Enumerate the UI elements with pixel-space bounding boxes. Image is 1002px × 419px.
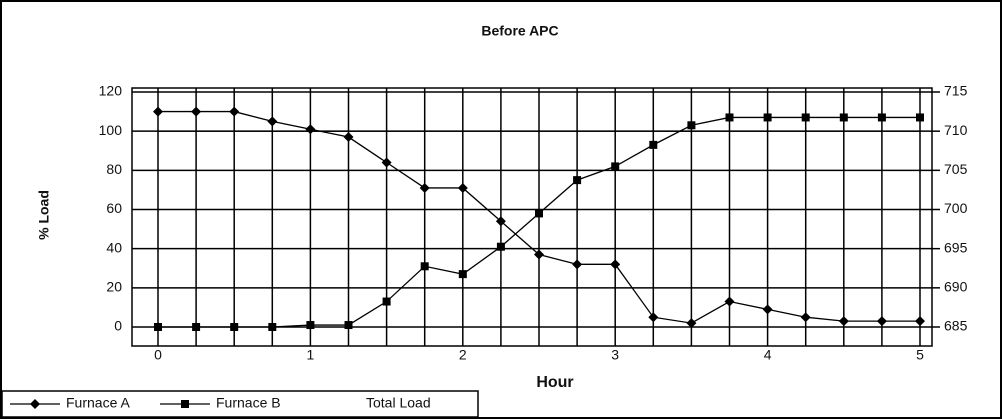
data-point [534, 249, 544, 260]
data-point [839, 113, 848, 122]
y-tick-label: 120 [99, 83, 123, 99]
data-point [763, 113, 772, 122]
data-point [535, 209, 543, 218]
y2-tick-label: 700 [944, 200, 968, 216]
data-point [381, 157, 392, 168]
legend-label: Furnace A [66, 395, 130, 411]
data-point [648, 312, 659, 323]
x-tick-label: 5 [916, 347, 924, 363]
x-tick-label: 4 [764, 347, 772, 363]
x-axis-label: Hour [536, 374, 573, 391]
y-axis-label: % Load [36, 190, 52, 240]
y2-tick-label: 685 [944, 318, 968, 334]
data-point [306, 321, 315, 330]
data-point [686, 318, 697, 329]
data-point [344, 321, 353, 330]
y-tick-label: 80 [106, 161, 122, 177]
legend-label: Total Load [366, 395, 431, 411]
data-point [267, 116, 278, 127]
data-point [154, 323, 162, 331]
data-point [649, 140, 658, 149]
x-tick-label: 0 [154, 347, 162, 363]
x-tick-label: 2 [459, 347, 467, 363]
data-point [725, 113, 734, 122]
y2-tick-label: 690 [944, 279, 968, 295]
data-point [192, 323, 201, 331]
data-point [458, 270, 467, 279]
data-point [801, 113, 810, 122]
data-point [762, 304, 773, 315]
data-point [495, 216, 506, 227]
chart-title: Before APC [481, 23, 558, 39]
x-tick-label: 1 [307, 347, 315, 363]
legend-marker [181, 400, 189, 408]
legend-label: Furnace B [216, 395, 281, 411]
data-point [573, 176, 582, 185]
legend-marker [30, 399, 40, 409]
data-point [191, 106, 202, 117]
data-point [838, 316, 849, 327]
y-tick-label: 60 [106, 200, 122, 216]
data-point [153, 106, 163, 117]
data-point [877, 113, 886, 122]
y2-tick-label: 705 [944, 161, 968, 177]
data-point [229, 106, 240, 117]
y-tick-label: 40 [106, 239, 122, 255]
data-point [382, 297, 391, 306]
y-tick-label: 20 [106, 279, 122, 295]
data-point [916, 113, 924, 122]
data-point [343, 132, 354, 143]
data-point [876, 316, 887, 327]
data-point [800, 312, 811, 323]
data-point [915, 316, 925, 327]
data-point [420, 262, 429, 271]
y2-tick-label: 710 [944, 122, 968, 138]
data-point [419, 182, 430, 193]
y2-tick-label: 715 [944, 83, 968, 99]
data-point [687, 121, 696, 130]
data-point [457, 182, 468, 193]
y-tick-label: 100 [99, 122, 123, 138]
legend-box [1, 390, 479, 418]
data-point [496, 242, 505, 251]
plot-area [131, 87, 933, 347]
x-tick-label: 3 [611, 347, 619, 363]
data-point [268, 323, 277, 331]
data-point [572, 259, 583, 270]
y-tick-label: 0 [114, 318, 122, 334]
data-point [610, 259, 621, 270]
y2-tick-label: 695 [944, 239, 968, 255]
data-point [230, 323, 239, 331]
data-point [724, 296, 735, 307]
data-point [611, 162, 620, 171]
